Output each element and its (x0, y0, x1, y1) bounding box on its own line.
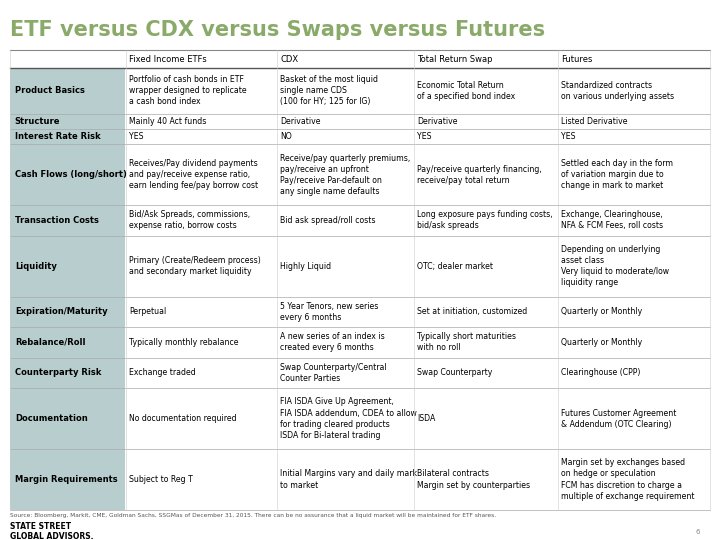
Text: ISDA: ISDA (417, 414, 436, 423)
Text: Swap Counterparty: Swap Counterparty (417, 368, 492, 377)
Text: Documentation: Documentation (15, 414, 88, 423)
Bar (10, 449, 125, 510)
Text: Futures: Futures (561, 55, 593, 64)
Text: Liquidity: Liquidity (15, 262, 57, 271)
Text: Rebalance/Roll: Rebalance/Roll (15, 338, 85, 347)
Text: YES: YES (129, 132, 143, 141)
Text: STATE STREET
GLOBAL ADVISORS.: STATE STREET GLOBAL ADVISORS. (10, 522, 94, 540)
Text: FIA ISDA Give Up Agreement,
FIA ISDA addendum, CDEA to allow
for trading cleared: FIA ISDA Give Up Agreement, FIA ISDA add… (280, 397, 417, 440)
Text: Interest Rate Risk: Interest Rate Risk (15, 132, 100, 141)
Text: ETF versus CDX versus Swaps versus Futures: ETF versus CDX versus Swaps versus Futur… (10, 20, 545, 40)
Text: Listed Derivative: Listed Derivative (561, 117, 628, 126)
Text: Set at initiation, customized: Set at initiation, customized (417, 307, 527, 316)
Text: Receives/Pay dividend payments
and pay/receive expense ratio,
earn lending fee/p: Receives/Pay dividend payments and pay/r… (129, 159, 258, 190)
Text: Depending on underlying
asset class
Very liquid to moderate/low
liquidity range: Depending on underlying asset class Very… (561, 245, 669, 287)
Text: Total Return Swap: Total Return Swap (417, 55, 492, 64)
Text: Margin Requirements: Margin Requirements (15, 475, 117, 484)
Text: Quarterly or Monthly: Quarterly or Monthly (561, 307, 642, 316)
Text: 5 Year Tenors, new series
every 6 months: 5 Year Tenors, new series every 6 months (280, 302, 379, 322)
Text: Bid/Ask Spreads, commissions,
expense ratio, borrow costs: Bid/Ask Spreads, commissions, expense ra… (129, 211, 250, 231)
Text: Basket of the most liquid
single name CDS
(100 for HY; 125 for IG): Basket of the most liquid single name CD… (280, 75, 378, 106)
Text: CDX: CDX (280, 55, 298, 64)
Text: Transaction Costs: Transaction Costs (15, 216, 99, 225)
Text: NO: NO (280, 132, 292, 141)
Text: A new series of an index is
created every 6 months: A new series of an index is created ever… (280, 332, 385, 353)
Text: Typically short maturities
with no roll: Typically short maturities with no roll (417, 332, 516, 353)
Text: Exchange, Clearinghouse,
NFA & FCM Fees, roll costs: Exchange, Clearinghouse, NFA & FCM Fees,… (561, 211, 663, 231)
Text: Perpetual: Perpetual (129, 307, 166, 316)
Text: Pay/receive quarterly financing,
receive/pay total return: Pay/receive quarterly financing, receive… (417, 165, 541, 185)
Text: Settled each day in the form
of variation margin due to
change in mark to market: Settled each day in the form of variatio… (561, 159, 673, 190)
Text: Clearinghouse (CPP): Clearinghouse (CPP) (561, 368, 640, 377)
Text: Product Basics: Product Basics (15, 86, 85, 96)
Text: Exchange traded: Exchange traded (129, 368, 196, 377)
Text: Highly Liquid: Highly Liquid (280, 262, 331, 271)
Text: Source: Bloomberg, Markit, CME, Goldman Sachs, SSGMas of December 31, 2015. Ther: Source: Bloomberg, Markit, CME, Goldman … (10, 513, 496, 518)
Bar (10, 235, 125, 296)
Text: Bid ask spread/roll costs: Bid ask spread/roll costs (280, 216, 376, 225)
Text: Receive/pay quarterly premiums,
pay/receive an upfront
Pay/receive Par-default o: Receive/pay quarterly premiums, pay/rece… (280, 153, 410, 196)
Text: Subject to Reg T: Subject to Reg T (129, 475, 193, 484)
Text: Typically monthly rebalance: Typically monthly rebalance (129, 338, 238, 347)
Text: Counterparty Risk: Counterparty Risk (15, 368, 102, 377)
Text: YES: YES (417, 132, 431, 141)
Bar (10, 296, 125, 327)
Text: Quarterly or Monthly: Quarterly or Monthly (561, 338, 642, 347)
Bar (10, 357, 125, 388)
Text: OTC; dealer market: OTC; dealer market (417, 262, 493, 271)
Text: YES: YES (561, 132, 575, 141)
Text: Long exposure pays funding costs,
bid/ask spreads: Long exposure pays funding costs, bid/as… (417, 211, 553, 231)
Bar (10, 144, 125, 205)
Text: Cash Flows (long/short): Cash Flows (long/short) (15, 170, 127, 179)
Bar (10, 129, 125, 144)
Bar (10, 205, 125, 235)
Text: Standardized contracts
on various underlying assets: Standardized contracts on various underl… (561, 81, 674, 101)
Bar (10, 327, 125, 357)
Text: Economic Total Return
of a specified bond index: Economic Total Return of a specified bon… (417, 81, 516, 101)
Bar (10, 68, 125, 114)
Bar (10, 114, 125, 129)
Text: Primary (Create/Redeem process)
and secondary market liquidity: Primary (Create/Redeem process) and seco… (129, 256, 261, 276)
Text: Bilateral contracts
Margin set by counterparties: Bilateral contracts Margin set by counte… (417, 469, 530, 490)
Text: Margin set by exchanges based
on hedge or speculation
FCM has discretion to char: Margin set by exchanges based on hedge o… (561, 458, 695, 501)
Text: Swap Counterparty/Central
Counter Parties: Swap Counterparty/Central Counter Partie… (280, 363, 387, 383)
Text: No documentation required: No documentation required (129, 414, 237, 423)
Text: 6: 6 (696, 529, 700, 535)
Text: Mainly 40 Act funds: Mainly 40 Act funds (129, 117, 207, 126)
Text: Derivative: Derivative (417, 117, 457, 126)
Text: Portfolio of cash bonds in ETF
wrapper designed to replicate
a cash bond index: Portfolio of cash bonds in ETF wrapper d… (129, 75, 247, 106)
Text: Futures Customer Agreement
& Addendum (OTC Clearing): Futures Customer Agreement & Addendum (O… (561, 408, 676, 429)
Text: Structure: Structure (15, 117, 60, 126)
Text: Derivative: Derivative (280, 117, 320, 126)
Text: Expiration/Maturity: Expiration/Maturity (15, 307, 107, 316)
Text: Fixed Income ETFs: Fixed Income ETFs (129, 55, 207, 64)
Bar (10, 388, 125, 449)
Text: Initial Margins vary and daily mark
to market: Initial Margins vary and daily mark to m… (280, 469, 418, 490)
